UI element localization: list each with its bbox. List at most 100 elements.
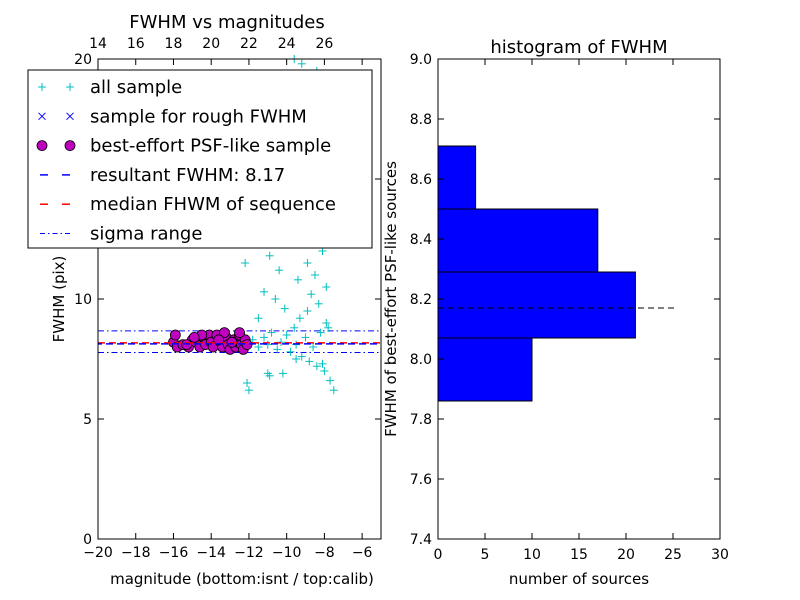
series-0-point-9 xyxy=(290,323,299,332)
scatter-top-tick-label-2: 18 xyxy=(165,36,183,52)
scatter-xtick-label-5: −10 xyxy=(272,545,302,561)
series-0-point-17 xyxy=(309,343,318,351)
histogram-ytick-label-6: 8.6 xyxy=(410,172,432,188)
scatter-xtick-label-0: −20 xyxy=(83,545,113,561)
series-0-point-47 xyxy=(244,386,253,395)
histogram-ytick-label-1: 7.6 xyxy=(410,472,432,488)
series-0-point-11 xyxy=(295,314,304,323)
series-0-point-14 xyxy=(303,307,312,315)
histogram-xtick-label-1: 5 xyxy=(481,547,490,563)
series-0-point-54 xyxy=(329,386,338,395)
legend-box xyxy=(27,69,373,249)
scatter-title: FWHM vs magnitudes xyxy=(129,12,324,33)
scatter-x-axis-label: magnitude (bottom:isnt / top:calib) xyxy=(110,570,374,588)
legend-entry-4: median FHWM of sequence xyxy=(40,194,336,215)
series-0-point-8 xyxy=(286,347,295,356)
series-0-point-23 xyxy=(320,367,329,375)
scatter-legend: all sample sample for rough FWHM best-effo… xyxy=(27,69,373,249)
series-0-point-69 xyxy=(322,319,331,327)
scatter-top-tick-label-3: 20 xyxy=(202,36,220,52)
series-0-point-53 xyxy=(318,359,327,368)
series-0-point-44 xyxy=(271,295,280,303)
legend-label-5: sigma range xyxy=(90,224,202,245)
series-0-point-43 xyxy=(297,59,306,68)
series-0-point-12 xyxy=(297,352,306,361)
series-0-point-58 xyxy=(265,251,274,260)
scatter-top-tick-label-1: 16 xyxy=(127,36,145,52)
series-0-point-45 xyxy=(260,287,269,296)
series-0-point-46 xyxy=(243,379,252,387)
histogram-xtick-label-6: 30 xyxy=(711,547,729,563)
scatter-top-tick-label-6: 26 xyxy=(315,36,333,52)
legend-entry-3: resultant FWHM: 8.17 xyxy=(40,165,285,186)
series-0-point-18 xyxy=(310,271,319,279)
legend-swatch-0-a xyxy=(38,83,46,91)
legend-entry-0: all sample xyxy=(38,77,182,98)
histogram-ytick-label-2: 7.8 xyxy=(410,412,432,428)
series-2-point-33 xyxy=(188,331,200,343)
scatter-xtick-label-7: −6 xyxy=(352,545,373,561)
scatter-ticks: −20 −18 −16 −14 −12 −10 −8 −6 14 16 18 20 22 24 26 0 5 10… xyxy=(74,36,381,561)
histogram-ytick-label-4: 8.2 xyxy=(410,292,432,308)
series-0-point-15 xyxy=(305,357,314,366)
histogram-ticks: 0 5 10 15 20 25 30 7.4 7.6 7.8 8.0 8.2 8.4 8.6 8.8 9.0 xyxy=(410,52,729,563)
series-2-point-27 xyxy=(219,327,230,339)
scatter-top-tick-label-4: 22 xyxy=(240,36,258,52)
legend-label-2: best-effort PSF-like sample xyxy=(90,136,331,157)
legend-label-3: resultant FWHM: 8.17 xyxy=(90,165,285,186)
legend-label-1: sample for rough FWHM xyxy=(90,106,307,127)
legend-swatch-1-b xyxy=(66,112,74,121)
legend-entry-2: best-effort PSF-like sample xyxy=(36,136,331,157)
legend-entry-5: sigma range xyxy=(40,224,202,245)
series-0-point-50 xyxy=(254,314,263,323)
legend-swatch-2-b xyxy=(64,140,76,152)
series-0-point-20 xyxy=(314,299,323,308)
legend-swatch-2-a xyxy=(36,140,48,152)
series-0-point-25 xyxy=(324,323,333,332)
series-0-point-35 xyxy=(280,304,289,313)
series-0-point-5 xyxy=(273,345,282,354)
histogram-ytick-label-8: 9.0 xyxy=(410,52,432,68)
histogram-panel: histogram of FWHM 0 5 10 15 20 25 30 7.4 7.6 7.8 8… xyxy=(382,37,729,588)
scatter-xtick-label-6: −8 xyxy=(314,545,335,561)
series-0-point-24 xyxy=(322,283,331,291)
scatter-top-tick-label-0: 14 xyxy=(89,36,107,52)
histogram-xtick-label-2: 10 xyxy=(523,547,541,563)
histogram-ytick-label-3: 8.0 xyxy=(410,352,432,368)
histogram-xtick-label-5: 25 xyxy=(664,547,682,563)
legend-entry-1: sample for rough FWHM xyxy=(38,106,307,127)
histogram-ytick-label-5: 8.4 xyxy=(410,232,432,248)
series-2-point-1 xyxy=(169,329,181,341)
scatter-ytick-label-0: 0 xyxy=(83,532,92,548)
legend-swatch-1-a xyxy=(38,112,46,121)
histogram-x-axis-label: number of sources xyxy=(509,570,649,588)
legend-swatch-1-a-b xyxy=(38,112,46,121)
series-0-point-13 xyxy=(301,333,310,342)
histogram-ytick-label-7: 8.8 xyxy=(410,112,432,128)
series-0-point-7 xyxy=(282,331,291,339)
legend-label-0: all sample xyxy=(90,77,182,98)
series-0-point-55 xyxy=(241,259,250,267)
scatter-xtick-label-2: −16 xyxy=(159,545,189,561)
series-2-point-26 xyxy=(234,327,245,339)
histogram-xtick-label-3: 15 xyxy=(570,547,588,563)
scatter-top-tick-label-5: 24 xyxy=(278,36,296,52)
scatter-ytick-label-4: 20 xyxy=(74,52,92,68)
histogram-bar-0 xyxy=(437,337,533,402)
scatter-panel: FWHM vs magnitudes −20 −18 −16 −14 −12 −10 −8−… xyxy=(27,12,382,588)
histogram-data xyxy=(437,145,676,402)
series-0-point-51 xyxy=(278,369,287,378)
legend-label-4: median FHWM of sequence xyxy=(90,194,336,215)
histogram-bar-3 xyxy=(437,145,477,210)
legend-swatch-1-b-b xyxy=(66,112,74,121)
legend-swatch-0-b xyxy=(66,83,74,91)
series-0-point-33 xyxy=(293,275,302,284)
histogram-bar-2 xyxy=(437,208,599,273)
scatter-y-axis-label: FWHM (pix) xyxy=(50,256,68,343)
series-0-point-26 xyxy=(326,376,335,385)
histogram-xtick-label-4: 20 xyxy=(617,547,635,563)
series-0-point-19 xyxy=(312,362,321,371)
series-0-point-36 xyxy=(275,266,284,275)
histogram-xtick-label-0: 0 xyxy=(434,547,443,563)
